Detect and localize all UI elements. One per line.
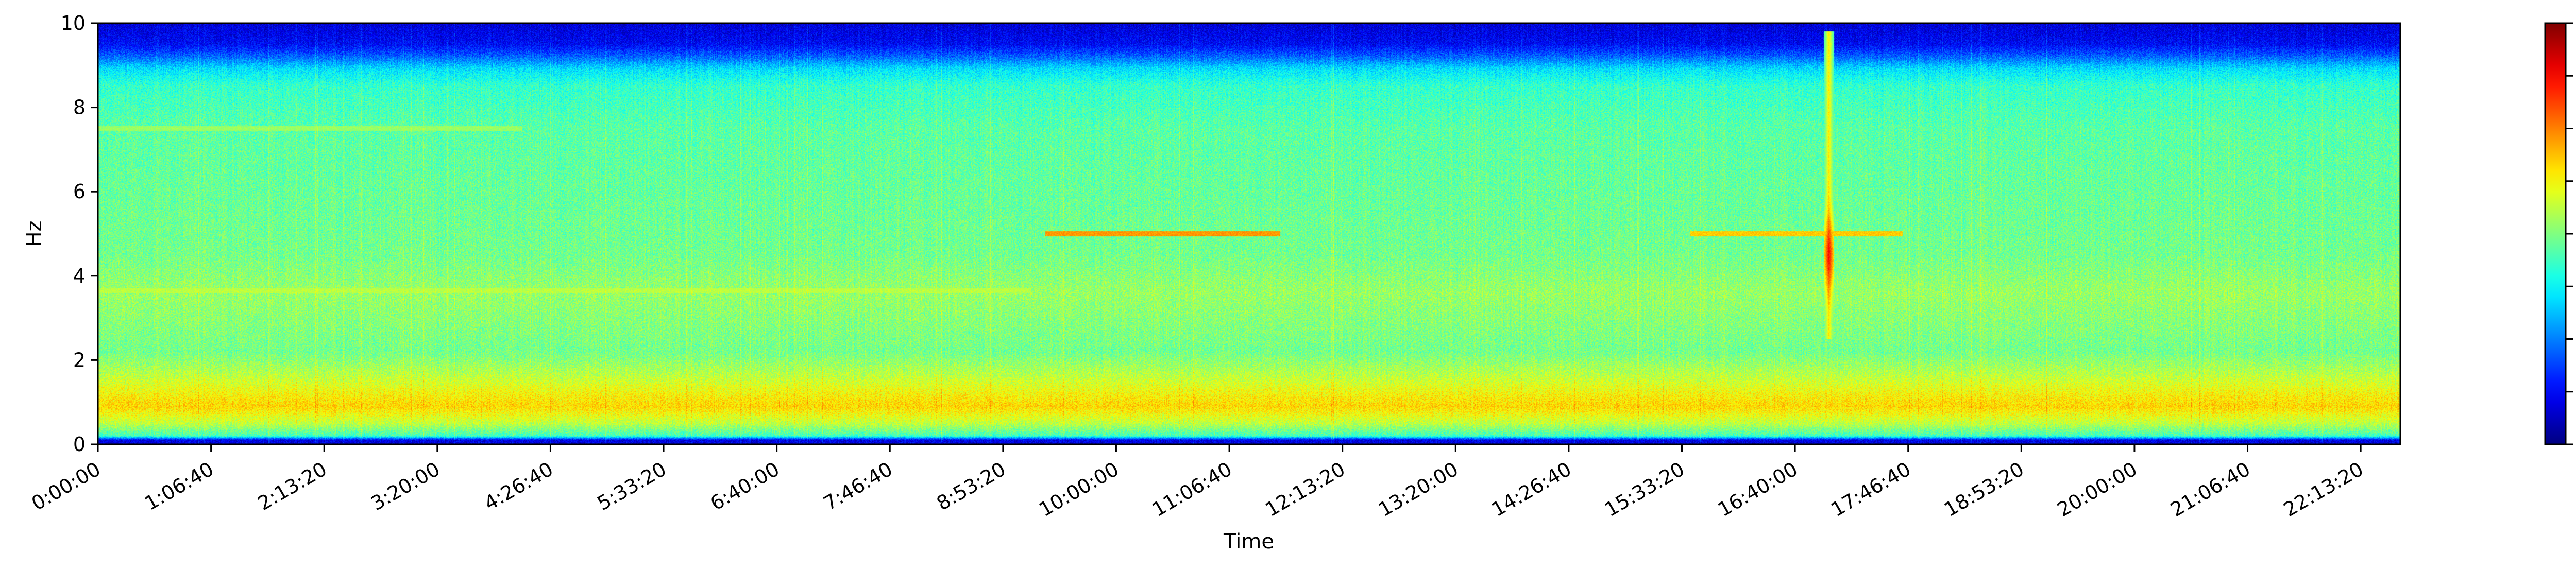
y-tick-label: 0 [73,433,86,456]
x-tick-label: 2:13:20 [254,458,331,515]
x-tick-label: 22:13:20 [2280,458,2367,521]
x-tick-label: 13:20:00 [1375,458,1462,521]
x-axis-label: Time [1223,530,1274,553]
x-tick-label: 4:26:40 [480,458,557,515]
y-tick-label: 6 [73,180,86,203]
y-tick-label: 4 [73,265,86,287]
plot-frame [97,22,2401,445]
x-axis: 0:00:00 1:06:40 2:13:20 3:20:00 4:26:40 5:33:… [28,444,2367,521]
x-tick-label: 7:46:40 [820,458,896,515]
x-tick-label: 12:13:20 [1261,458,1349,521]
colorbar-ticks: +0 dB-10 dB-20 dB-30 dB-40 dB-50 dB-60 d… [2566,22,2573,445]
y-axis-label: Hz [23,220,46,247]
x-tick-label: 10:00:00 [1035,458,1123,521]
x-tick-label: 17:46:40 [1827,458,1914,521]
x-tick-label: 5:33:20 [594,458,670,515]
x-tick-label: 14:26:40 [1488,458,1575,521]
plot-area [97,22,2401,445]
y-axis: 0 2 4 6 8 10 [61,12,98,456]
y-tick-label: 2 [73,349,86,371]
x-tick-label: 11:06:40 [1148,458,1236,521]
x-tick-label: 0:00:00 [28,458,105,515]
x-tick-label: 3:20:00 [367,458,444,515]
x-tick-label: 1:06:40 [141,458,217,515]
spectrogram-image [98,23,2400,444]
x-tick-label: 18:53:20 [1940,458,2028,521]
x-tick-label: 16:40:00 [1714,458,1802,521]
y-tick-label: 8 [73,96,86,119]
x-tick-label: 8:53:20 [933,458,1009,515]
x-tick-label: 15:33:20 [1601,458,1688,521]
x-tick-label: 20:00:00 [2054,458,2141,521]
colorbar-gradient [2544,22,2567,445]
y-tick-label: 10 [61,12,86,34]
x-tick-label: 6:40:00 [706,458,783,515]
x-tick-label: 21:06:40 [2166,458,2254,521]
colorbar: +0 dB-10 dB-20 dB-30 dB-40 dB-50 dB-60 d… [2544,22,2573,445]
